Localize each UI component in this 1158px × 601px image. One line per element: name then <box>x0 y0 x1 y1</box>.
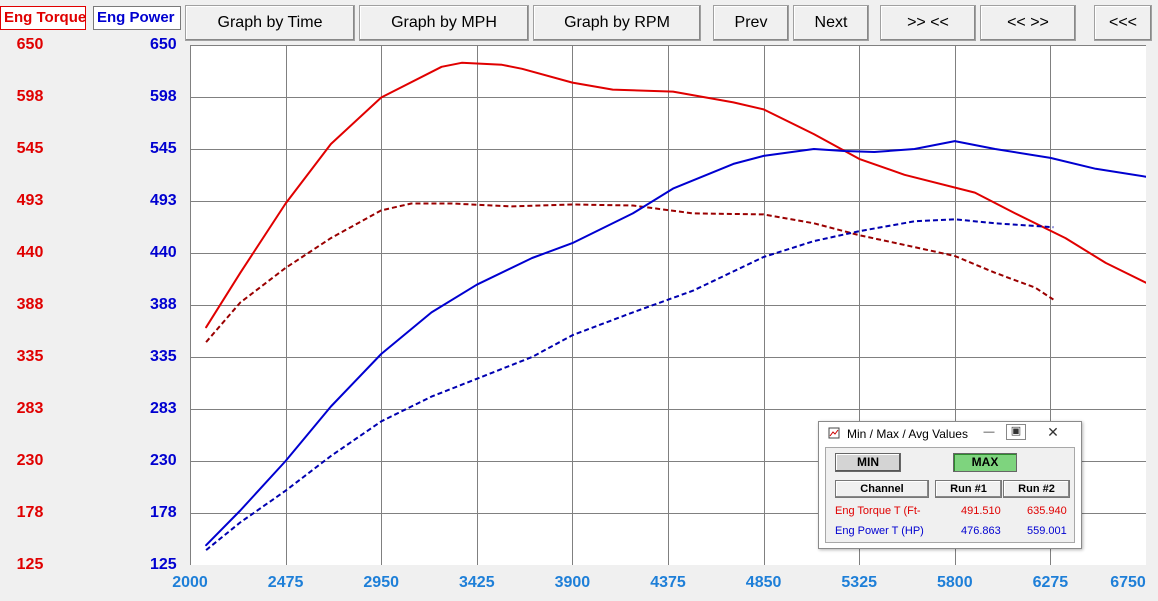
channel-tab-eng-power[interactable]: Eng Power <box>93 6 181 30</box>
series-line-eng-power-run2 <box>205 140 1146 547</box>
y-tick-label-torque: 388 <box>16 296 44 313</box>
min-max-title: Min / Max / Avg Values <box>847 427 968 441</box>
table-row-power-channel: Eng Power T (HP) <box>835 525 924 537</box>
table-row-power-run1: 476.863 <box>961 525 1001 537</box>
x-tick-label: 5325 <box>841 574 877 591</box>
min-max-titlebar[interactable]: Min / Max / Avg Values — ▣ ✕ <box>819 422 1081 446</box>
table-row-torque-run2: 635.940 <box>1027 505 1067 517</box>
y-tick-label-power: 545 <box>150 140 177 157</box>
close-icon[interactable]: ✕ <box>1047 424 1059 440</box>
table-row-torque-channel: Eng Torque T (Ft- <box>835 505 921 517</box>
y-tick-label-torque: 493 <box>16 192 44 209</box>
y-tick-label-torque: 650 <box>16 36 44 53</box>
zoom-out-button[interactable]: << >> <box>980 5 1076 41</box>
x-tick-label: 5800 <box>937 574 973 591</box>
graph-by-mph-button[interactable]: Graph by MPH <box>359 5 529 41</box>
graph-by-time-button[interactable]: Graph by Time <box>185 5 355 41</box>
y-tick-label-power: 125 <box>150 556 177 573</box>
next-button[interactable]: Next <box>793 5 869 41</box>
max-button[interactable]: MAX <box>953 453 1017 472</box>
x-tick-label: 2950 <box>363 574 399 591</box>
y-tick-label-power: 335 <box>150 348 177 365</box>
column-header-channel[interactable]: Channel <box>835 480 929 498</box>
x-tick-label: 3425 <box>459 574 495 591</box>
table-row-torque-run1: 491.510 <box>961 505 1001 517</box>
y-tick-label-torque: 545 <box>16 140 44 157</box>
x-tick-label: 3900 <box>554 574 591 591</box>
y-tick-label-power: 493 <box>150 192 177 209</box>
series-line-eng-torque-run1 <box>205 202 1054 343</box>
y-tick-label-power: 388 <box>150 296 177 313</box>
y-tick-label-power: 230 <box>150 452 177 469</box>
y-tick-label-torque: 178 <box>16 504 44 521</box>
x-tick-label: 6275 <box>1032 574 1069 591</box>
column-header-run1[interactable]: Run #1 <box>935 480 1002 498</box>
min-button[interactable]: MIN <box>835 453 901 472</box>
y-tick-label-torque: 125 <box>16 556 44 573</box>
series-line-eng-torque-run2 <box>205 61 1146 329</box>
y-tick-label-torque: 335 <box>16 348 44 365</box>
y-tick-label-torque: 283 <box>16 400 44 417</box>
graph-by-rpm-button[interactable]: Graph by RPM <box>533 5 701 41</box>
restore-icon[interactable]: ▣ <box>1006 424 1026 440</box>
y-tick-label-torque: 230 <box>16 452 44 469</box>
y-tick-label-torque: 440 <box>16 244 44 261</box>
y-tick-label-power: 598 <box>150 88 177 105</box>
x-tick-label: 4850 <box>745 574 782 591</box>
y-tick-label-power: 440 <box>150 244 177 261</box>
chart-window-icon <box>828 427 840 439</box>
x-tick-label: 2475 <box>267 574 304 591</box>
minimize-icon[interactable]: — <box>983 426 995 438</box>
column-header-run2[interactable]: Run #2 <box>1003 480 1070 498</box>
x-tick-label: 6750 <box>1110 574 1146 591</box>
y-tick-label-torque: 598 <box>16 88 44 105</box>
zoom-in-button[interactable]: >> << <box>880 5 976 41</box>
y-tick-label-power: 650 <box>150 36 177 53</box>
y-tick-label-power: 178 <box>150 504 177 521</box>
back-button[interactable]: <<< <box>1094 5 1152 41</box>
channel-tab-eng-torque[interactable]: Eng Torque <box>0 6 86 30</box>
series-line-eng-power-run1 <box>205 218 1054 551</box>
y-tick-label-power: 283 <box>150 400 177 417</box>
min-max-panel: MIN MAX Channel Run #1 Run #2 Eng Torque… <box>825 447 1075 543</box>
x-tick-label: 2000 <box>172 574 208 591</box>
table-row-power-run2: 559.001 <box>1027 525 1067 537</box>
x-tick-label: 4375 <box>650 574 686 591</box>
prev-button[interactable]: Prev <box>713 5 789 41</box>
min-max-window[interactable]: Min / Max / Avg Values — ▣ ✕ MIN MAX Cha… <box>818 421 1082 549</box>
